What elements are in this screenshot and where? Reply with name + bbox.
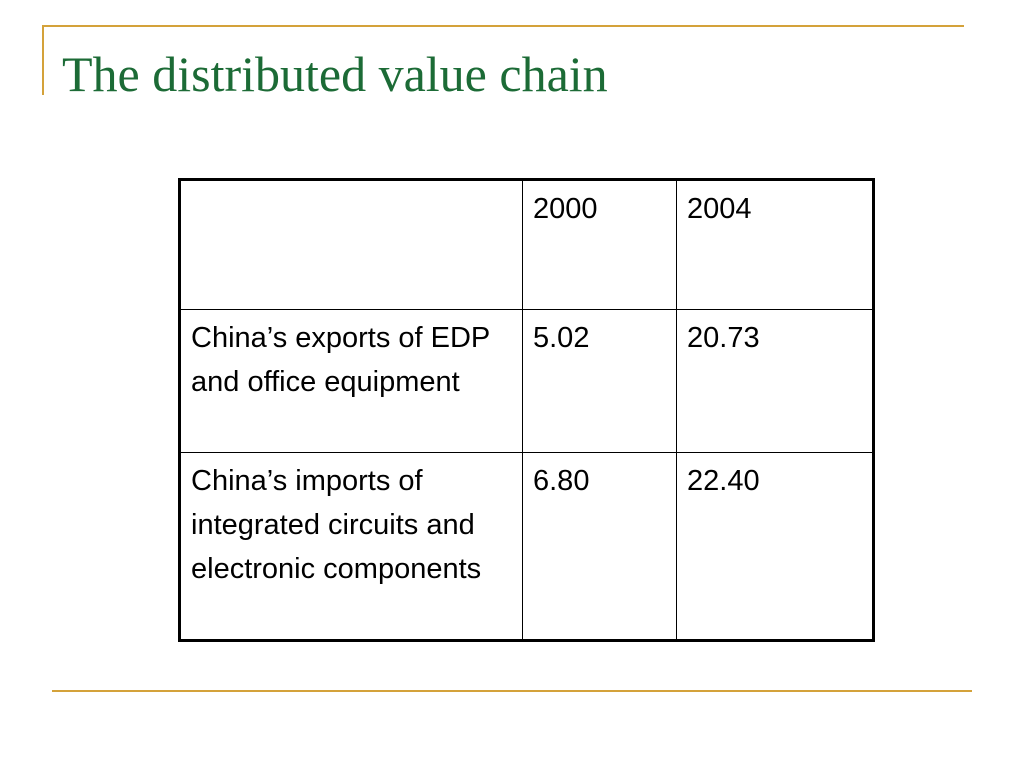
slide-title: The distributed value chain xyxy=(62,46,608,102)
cell-exports-2004: 20.73 xyxy=(676,309,874,453)
table-row: China’s exports of EDP and office equipm… xyxy=(179,309,874,453)
cell-exports-2000: 5.02 xyxy=(522,309,677,453)
footer-accent-line xyxy=(52,690,972,692)
header-cell-2004: 2004 xyxy=(676,179,874,310)
table-header-row: 2000 2004 xyxy=(179,179,874,310)
title-accent-horizontal-line xyxy=(44,25,964,27)
cell-imports-2000: 6.80 xyxy=(522,452,677,641)
table-row: China’s imports of integrated circuits a… xyxy=(179,452,874,641)
row-label-exports: China’s exports of EDP and office equipm… xyxy=(179,309,523,453)
data-table: 2000 2004 China’s exports of EDP and off… xyxy=(178,178,875,642)
header-cell-empty xyxy=(179,179,523,310)
row-label-imports: China’s imports of integrated circuits a… xyxy=(179,452,523,641)
cell-imports-2004: 22.40 xyxy=(676,452,874,641)
title-accent-vertical-line xyxy=(42,25,44,95)
header-cell-2000: 2000 xyxy=(522,179,677,310)
